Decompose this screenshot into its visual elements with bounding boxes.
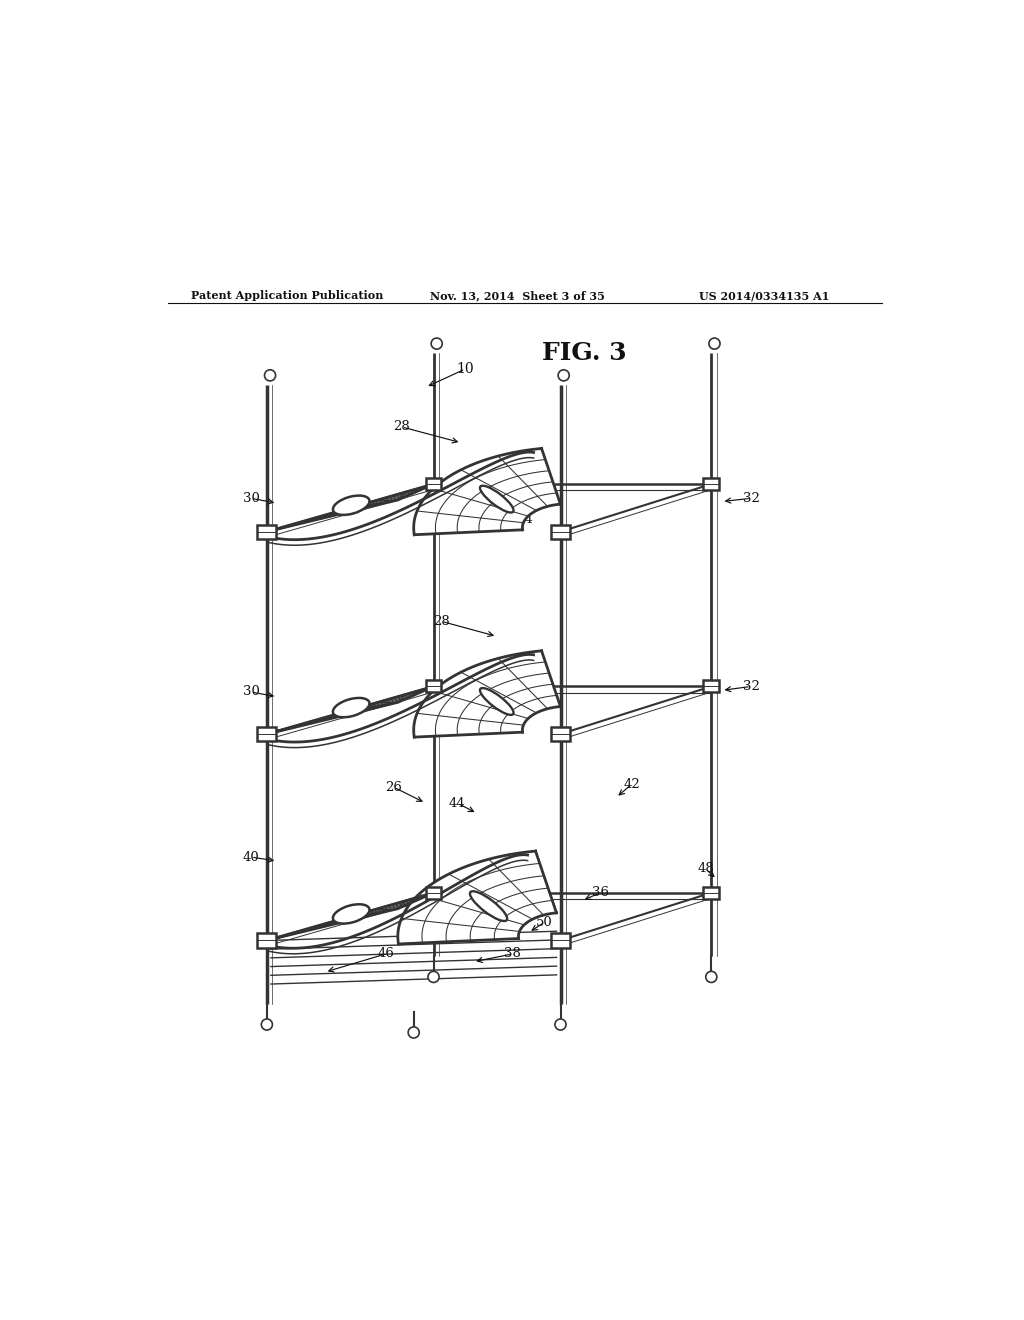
Ellipse shape [470, 891, 507, 921]
Text: Patent Application Publication: Patent Application Publication [191, 290, 384, 301]
Circle shape [709, 338, 720, 350]
Text: 36: 36 [592, 886, 608, 899]
Polygon shape [267, 686, 433, 734]
FancyBboxPatch shape [257, 524, 276, 539]
Polygon shape [267, 484, 433, 532]
Text: 28: 28 [393, 421, 411, 433]
Text: Nov. 13, 2014  Sheet 3 of 35: Nov. 13, 2014 Sheet 3 of 35 [430, 290, 604, 301]
Polygon shape [398, 851, 556, 944]
Text: 10: 10 [457, 362, 474, 376]
Text: 44: 44 [449, 796, 466, 809]
Text: 50: 50 [537, 916, 553, 929]
Text: 30: 30 [243, 685, 259, 698]
FancyBboxPatch shape [426, 887, 441, 899]
Ellipse shape [480, 688, 514, 715]
Text: 42: 42 [624, 777, 640, 791]
Text: 28: 28 [433, 615, 450, 628]
Text: 26: 26 [385, 780, 402, 793]
FancyBboxPatch shape [426, 681, 441, 693]
Polygon shape [267, 892, 433, 940]
Text: US 2014/0334135 A1: US 2014/0334135 A1 [699, 290, 829, 301]
FancyBboxPatch shape [551, 727, 570, 742]
Text: FIG. 3: FIG. 3 [542, 341, 627, 366]
Text: 40: 40 [243, 850, 259, 863]
Circle shape [431, 338, 442, 350]
Circle shape [261, 1019, 272, 1030]
Ellipse shape [333, 698, 370, 717]
Text: 30: 30 [243, 492, 259, 504]
Circle shape [558, 370, 569, 381]
Circle shape [555, 1019, 566, 1030]
Text: 32: 32 [742, 680, 760, 693]
Polygon shape [414, 449, 560, 535]
Ellipse shape [480, 486, 514, 512]
FancyBboxPatch shape [257, 933, 276, 948]
FancyBboxPatch shape [426, 478, 441, 490]
FancyBboxPatch shape [257, 727, 276, 742]
Circle shape [428, 972, 439, 982]
FancyBboxPatch shape [703, 887, 719, 899]
Text: 48: 48 [697, 862, 714, 875]
Circle shape [264, 370, 275, 381]
FancyBboxPatch shape [551, 524, 570, 539]
Text: 32: 32 [742, 492, 760, 504]
Text: 34: 34 [516, 513, 534, 527]
Text: 34: 34 [516, 704, 534, 717]
Text: 46: 46 [378, 948, 394, 961]
Circle shape [706, 972, 717, 982]
Ellipse shape [333, 904, 370, 924]
FancyBboxPatch shape [703, 478, 719, 490]
FancyBboxPatch shape [703, 681, 719, 693]
Polygon shape [414, 651, 560, 737]
Circle shape [409, 1027, 419, 1038]
Text: 38: 38 [505, 948, 521, 961]
FancyBboxPatch shape [551, 933, 570, 948]
Ellipse shape [333, 495, 370, 515]
